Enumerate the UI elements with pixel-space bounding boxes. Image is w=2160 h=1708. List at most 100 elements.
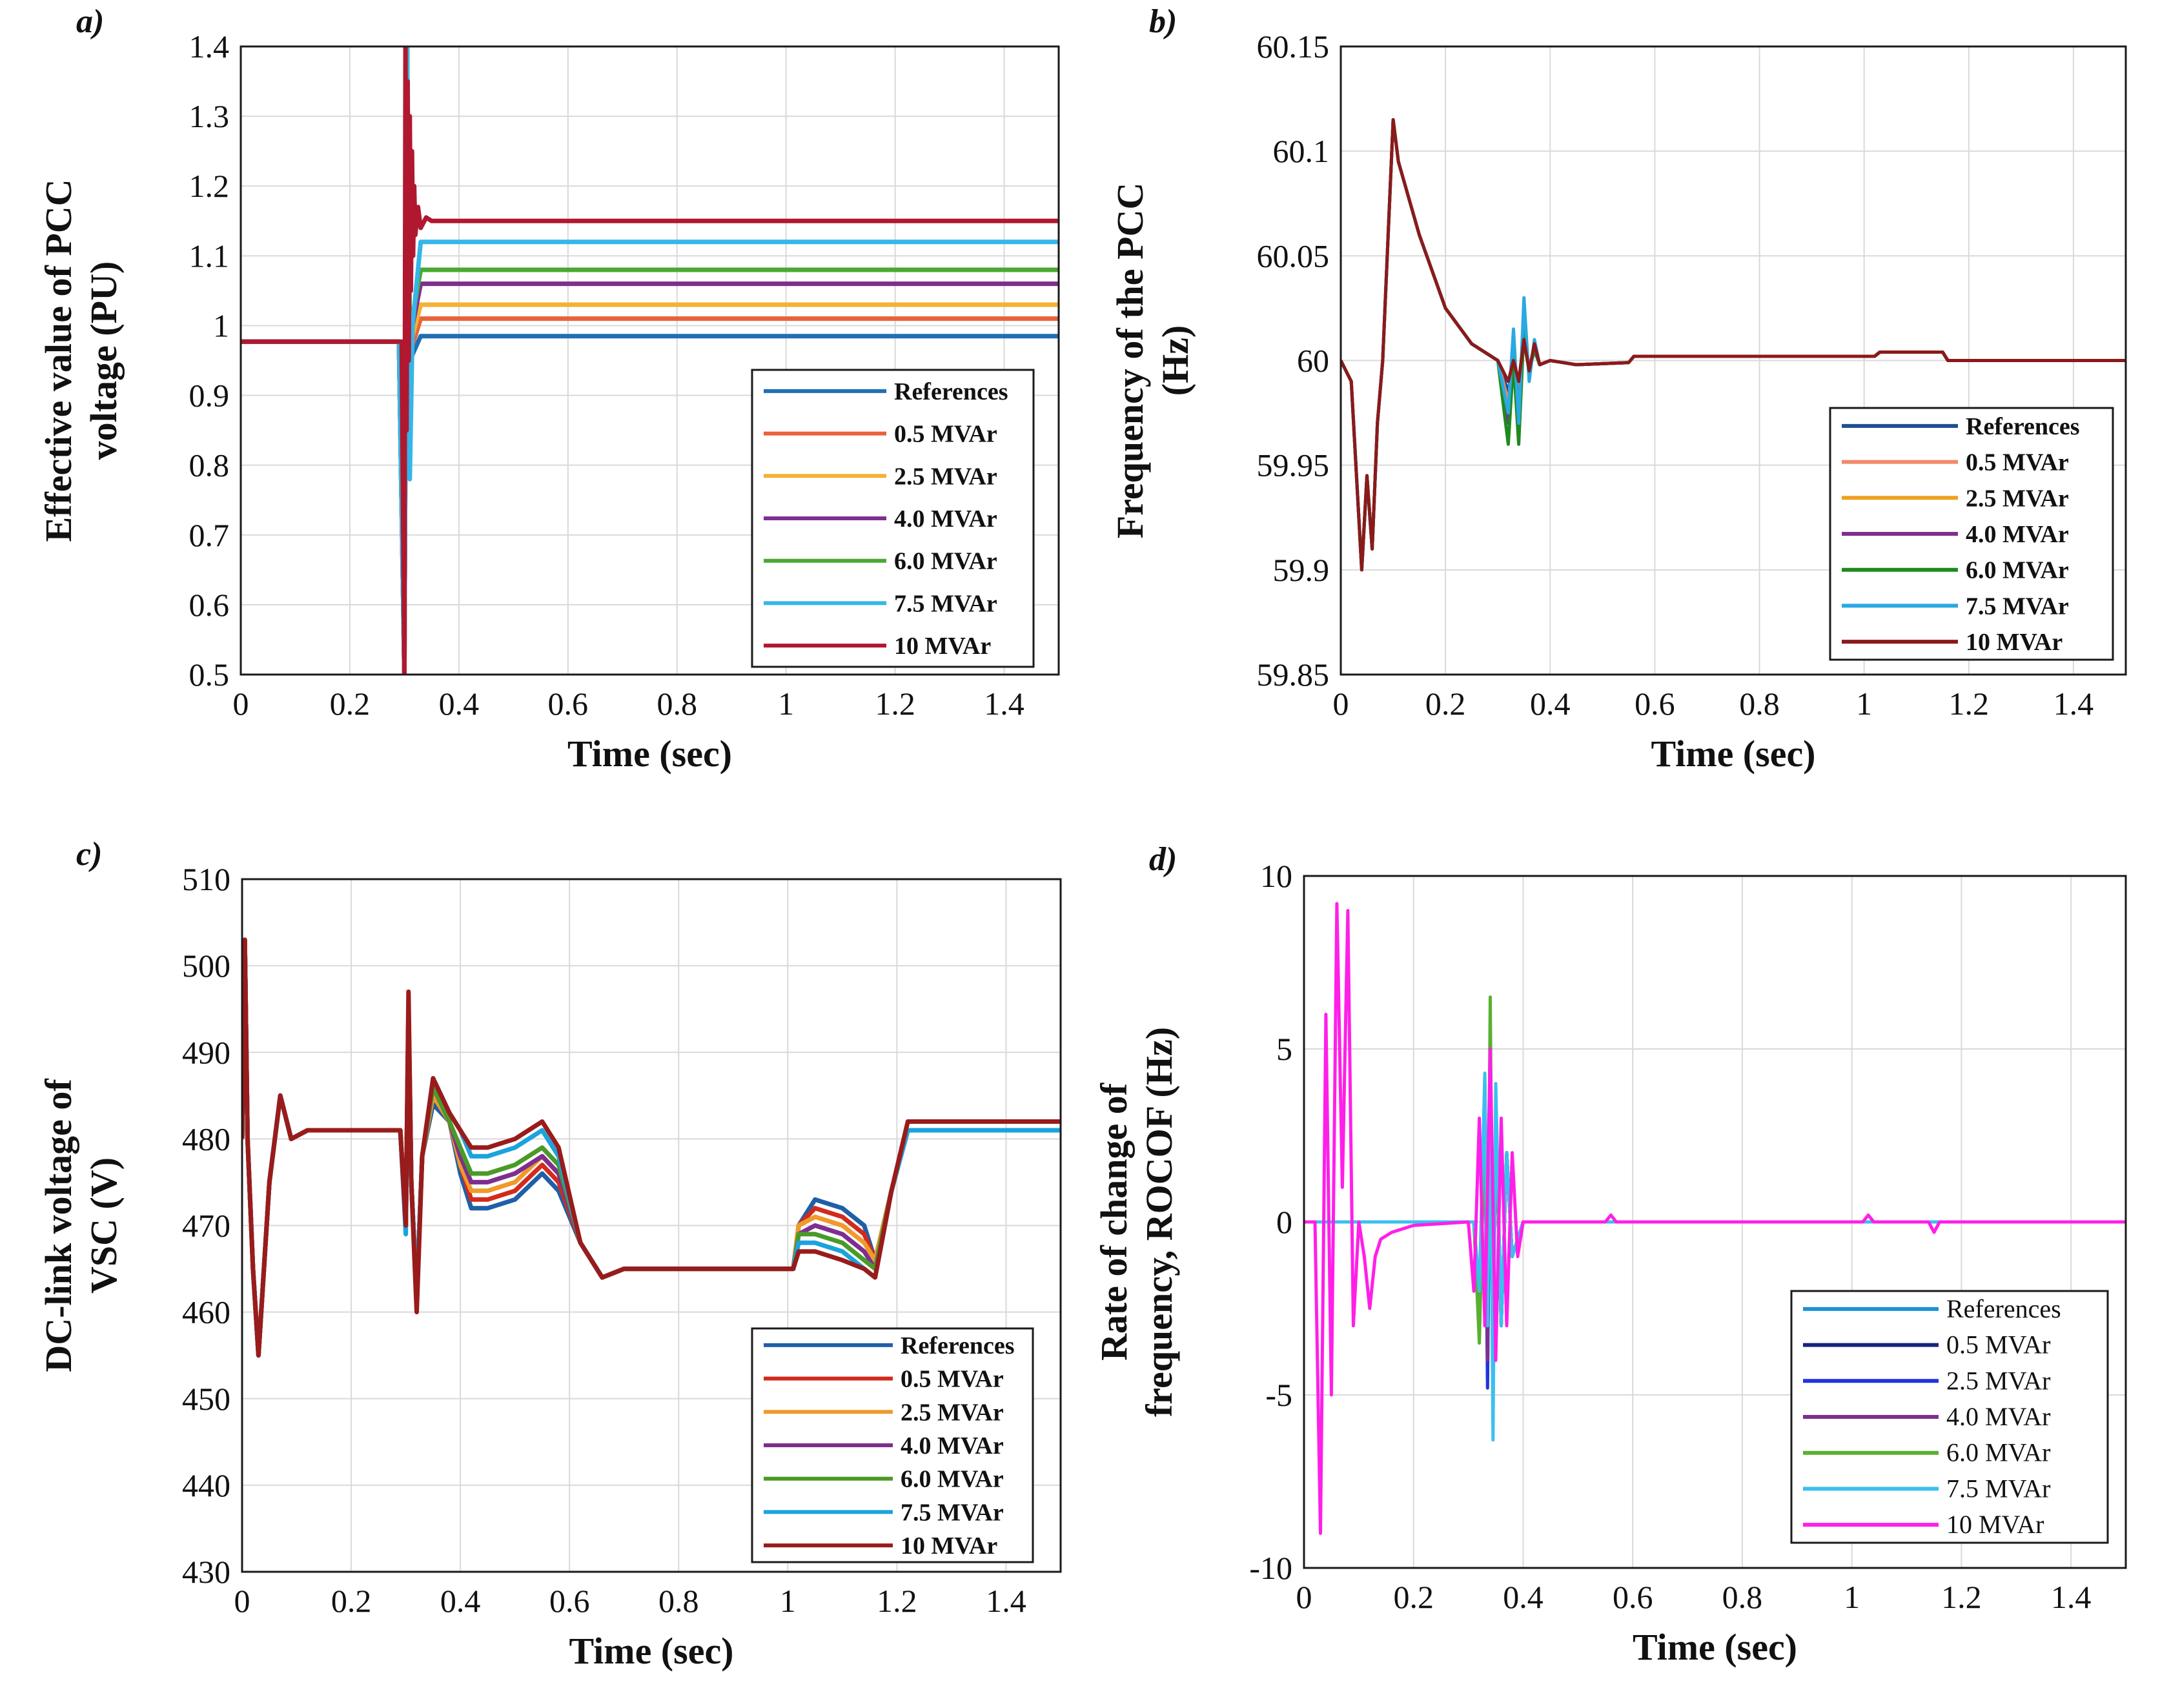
y-tick-label: 500 — [182, 948, 230, 984]
y-tick-label: 60.05 — [1257, 238, 1330, 274]
y-tick-label: 480 — [182, 1121, 230, 1157]
panel-label: d) — [1149, 841, 1177, 878]
x-tick-label: 0.8 — [1739, 686, 1780, 722]
panel-d: 0 0.2 0.4 0.6 0.8 1 1.2 1.4 -10 -5 0 5 10 Time (sec) R… — [1093, 841, 2127, 1668]
panel-c: 0 0.2 0.4 0.6 0.8 1 1.2 1.4 430 440 450 460 470 480 49… — [37, 836, 1062, 1672]
x-axis-label: Time (sec) — [569, 1630, 734, 1672]
legend-entry: 4.0 MVAr — [894, 505, 997, 533]
legend-entry: 10 MVAr — [1966, 629, 2063, 656]
series-line-10-mvar — [242, 937, 1061, 1358]
y-tick-label: 0.5 — [189, 656, 230, 693]
y-tick-label: 1.4 — [189, 28, 230, 65]
legend-entry: 7.5 MVAr — [894, 590, 997, 617]
y-axis-label: Rate of change of — [1093, 1083, 1135, 1361]
legend-entry: References — [894, 378, 1008, 405]
y-tick-label: 59.85 — [1257, 656, 1330, 693]
x-tick-label: 0.8 — [658, 1583, 699, 1619]
legend: References 0.5 MVAr 2.5 MVAr 4.0 MVAr 6.0 MV… — [751, 369, 1035, 668]
legend-entry: 4.0 MVAr — [901, 1432, 1004, 1459]
legend-entry: 10 MVAr — [894, 633, 991, 660]
legend-entry: 2.5 MVAr — [894, 463, 997, 490]
y-tick-label: 0.9 — [189, 378, 230, 414]
legend-entry: 6.0 MVAr — [894, 548, 997, 575]
y-tick-label: 460 — [182, 1294, 230, 1330]
legend-entry: 2.5 MVAr — [1966, 485, 2069, 512]
series-group — [1304, 902, 2126, 1535]
y-axis-label: VSC (V) — [83, 1157, 125, 1294]
y-tick-label: 1.2 — [189, 168, 230, 204]
x-tick-label: 0 — [234, 1583, 250, 1619]
legend-entry: References — [1946, 1294, 2061, 1323]
y-axis-label: Effective value of PCC — [37, 179, 79, 542]
x-tick-label: 0 — [1333, 686, 1349, 722]
legend-entry: 6.0 MVAr — [1946, 1438, 2051, 1467]
legend-entry: 2.5 MVAr — [1946, 1366, 2051, 1395]
legend-entry: 2.5 MVAr — [901, 1399, 1004, 1426]
y-tick-label: 60.1 — [1273, 133, 1330, 169]
y-tick-label: 10 — [1260, 858, 1292, 894]
plot-frame — [239, 45, 1060, 676]
x-tick-label: 0.2 — [1393, 1579, 1434, 1615]
x-tick-label: 1 — [1856, 686, 1872, 722]
panel-label: c) — [76, 836, 102, 873]
x-tick-label: 1.4 — [984, 686, 1024, 722]
x-tick-label: 0.2 — [330, 686, 371, 722]
x-tick-label: 0.4 — [1530, 686, 1571, 722]
legend-entry: 0.5 MVAr — [1946, 1330, 2051, 1359]
y-tick-label: 59.9 — [1273, 552, 1330, 588]
panel-b: 0 0.2 0.4 0.6 0.8 1 1.2 1.4 59.85 59.9 59.95 60 60.0… — [1109, 3, 2127, 775]
panel-label: a) — [76, 3, 104, 40]
y-axis-label: Frequency of the PCC — [1109, 183, 1151, 538]
y-tick-label: 0.7 — [189, 517, 230, 553]
y-tick-label: 0.6 — [189, 587, 230, 623]
y-axis-label: frequency, ROCOF (Hz) — [1138, 1027, 1180, 1417]
y-tick-label: 510 — [182, 861, 230, 897]
legend-entry: References — [1966, 413, 2080, 440]
y-axis-label: (Hz) — [1154, 325, 1196, 396]
series-group — [241, 46, 1059, 675]
legend: References 0.5 MVAr 2.5 MVAr 4.0 MVAr 6.0 MV… — [1790, 1290, 2109, 1544]
x-tick-label: 0.8 — [657, 686, 697, 722]
x-tick-label: 0 — [1296, 1579, 1312, 1615]
series-line-10-mvar — [1341, 118, 2126, 572]
plot-frame — [1303, 875, 2127, 1569]
x-tick-label: 0.6 — [549, 1583, 590, 1619]
plot-frame — [241, 878, 1062, 1573]
x-tick-label: 1 — [780, 1583, 796, 1619]
y-tick-label: -10 — [1249, 1550, 1292, 1586]
legend-entry: 6.0 MVAr — [1966, 557, 2069, 584]
x-tick-label: 1.2 — [1949, 686, 1990, 722]
x-tick-label: 0.6 — [1613, 1579, 1653, 1615]
plot-frame — [1340, 45, 2127, 676]
x-tick-label: 1.4 — [2051, 1579, 2092, 1615]
legend-entry: References — [901, 1332, 1015, 1359]
legend-entry: 7.5 MVAr — [1946, 1474, 2051, 1503]
x-tick-label: 0.2 — [1425, 686, 1466, 722]
x-tick-label: 0.6 — [548, 686, 589, 722]
y-tick-label: 490 — [182, 1034, 230, 1070]
legend-entry: 0.5 MVAr — [901, 1366, 1004, 1393]
x-tick-label: 1.4 — [2053, 686, 2094, 722]
legend: References 0.5 MVAr 2.5 MVAr 4.0 MVAr 6.0 MV… — [1829, 407, 2114, 661]
legend-entry: 7.5 MVAr — [1966, 593, 2069, 620]
panel-a: 0 0.2 0.4 0.6 0.8 1 1.2 1.4 0.5 0.6 0.7 0.8 0.9 1 1.1 1… — [37, 3, 1060, 775]
x-tick-label: 0.8 — [1722, 1579, 1763, 1615]
legend-entry: 10 MVAr — [901, 1532, 997, 1560]
x-axis-label: Time (sec) — [567, 733, 732, 775]
y-tick-label: 1 — [213, 307, 229, 343]
x-axis-label: Time (sec) — [1633, 1626, 1797, 1668]
legend: References 0.5 MVAr 2.5 MVAr 4.0 MVAr 6.0 MV… — [751, 1327, 1034, 1563]
x-tick-label: 0 — [233, 686, 249, 722]
x-axis-label: Time (sec) — [1651, 733, 1816, 775]
y-tick-label: 1.3 — [189, 98, 230, 134]
y-tick-label: 0.8 — [189, 447, 230, 483]
y-tick-label: 5 — [1276, 1031, 1292, 1067]
x-tick-label: 1.4 — [986, 1583, 1026, 1619]
x-tick-label: 0.2 — [331, 1583, 372, 1619]
panel-label: b) — [1149, 3, 1177, 40]
x-tick-label: 0.6 — [1635, 686, 1675, 722]
series-group — [1341, 118, 2126, 572]
x-tick-label: 0.4 — [439, 686, 480, 722]
y-tick-label: 470 — [182, 1208, 230, 1244]
x-tick-label: 1.2 — [875, 686, 915, 722]
